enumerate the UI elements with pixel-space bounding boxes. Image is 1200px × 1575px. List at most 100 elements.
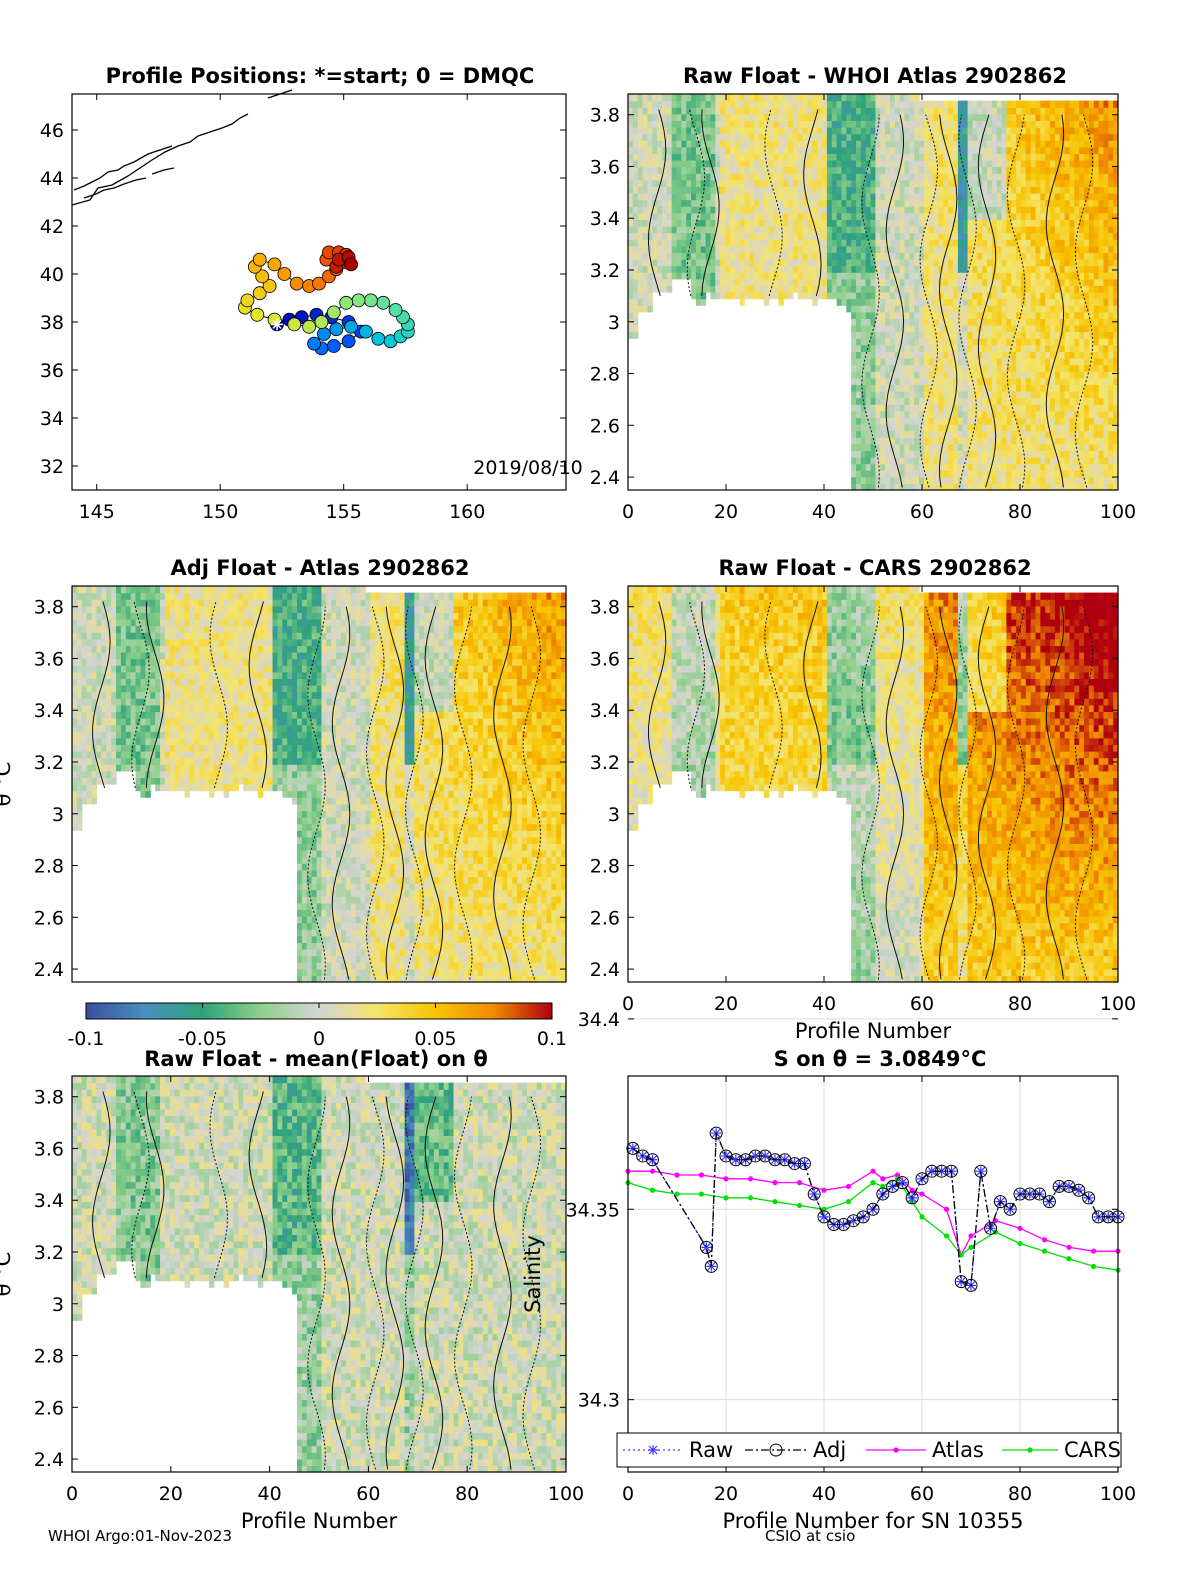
heatmap-cell <box>904 226 910 234</box>
heatmap-cell <box>967 318 974 326</box>
heatmap-cell <box>792 133 799 141</box>
heatmap-cell <box>754 239 760 247</box>
heatmap-cell <box>851 410 857 418</box>
heatmap-cell <box>725 193 731 201</box>
heatmap-cell <box>836 239 843 247</box>
heatmap-cell <box>875 226 881 234</box>
heatmap-cell <box>1108 483 1114 491</box>
heatmap-cell <box>1088 377 1095 385</box>
heatmap-cell <box>744 100 750 108</box>
heatmap-cell <box>865 483 872 491</box>
heatmap-cell <box>962 338 969 346</box>
heatmap-cell <box>977 305 983 313</box>
heatmap-cell <box>773 186 779 194</box>
heatmap-cell <box>1084 404 1090 412</box>
heatmap-cell <box>1035 232 1041 240</box>
heatmap-cell <box>919 470 925 478</box>
heatmap-cell <box>977 193 983 201</box>
heatmap-cell <box>957 252 964 260</box>
heatmap-cell <box>657 140 663 148</box>
heatmap-cell <box>1093 391 1100 399</box>
heatmap-cell <box>967 153 974 161</box>
heatmap-cell <box>1084 384 1090 392</box>
heatmap-cell <box>957 443 964 451</box>
heatmap-cell <box>1025 259 1032 267</box>
heatmap-cell <box>642 133 648 141</box>
heatmap-cell <box>846 153 852 161</box>
heatmap-cell <box>899 311 906 319</box>
heatmap-cell <box>841 113 847 121</box>
heatmap-cell <box>948 364 954 372</box>
heatmap-cell <box>880 127 886 135</box>
heatmap-cell <box>1059 470 1066 478</box>
heatmap-cell <box>788 153 794 161</box>
heatmap-cell <box>1084 457 1090 465</box>
heatmap-cell <box>1011 404 1017 412</box>
heatmap-cell <box>1050 344 1056 352</box>
heatmap-cell <box>763 226 770 234</box>
heatmap-cell <box>76 797 83 805</box>
heatmap-cell <box>681 166 687 174</box>
heatmap-cell <box>948 305 954 313</box>
heatmap-cell <box>817 113 823 121</box>
heatmap-cell <box>933 318 940 326</box>
heatmap-cell <box>885 377 891 385</box>
heatmap-cell <box>1050 278 1056 286</box>
heatmap-cell <box>996 232 1003 240</box>
heatmap-cell <box>948 107 954 115</box>
heatmap-cell <box>657 212 663 220</box>
heatmap-cell <box>1025 364 1032 372</box>
heatmap-cell <box>943 331 949 339</box>
heatmap-cell <box>991 292 998 300</box>
heatmap-cell <box>836 173 843 181</box>
heatmap-cell <box>1011 239 1017 247</box>
heatmap-cell <box>1016 325 1022 333</box>
heatmap-cell <box>691 166 697 174</box>
heatmap-cell <box>885 424 891 432</box>
heatmap-cell <box>943 377 949 385</box>
heatmap-cell <box>1074 344 1080 352</box>
heatmap-cell <box>982 417 988 425</box>
heatmap-cell <box>81 612 88 620</box>
heatmap-cell <box>1054 140 1061 148</box>
heatmap-cell <box>987 265 993 273</box>
heatmap-cell <box>1084 272 1090 280</box>
heatmap-cell <box>1084 173 1090 181</box>
heatmap-cell <box>991 358 998 366</box>
heatmap-cell <box>875 457 881 465</box>
heatmap-cell <box>1059 127 1066 135</box>
heatmap-cell <box>1059 120 1066 128</box>
heatmap-cell <box>758 285 765 293</box>
heatmap-cell <box>647 186 653 194</box>
heatmap-cell <box>1006 265 1012 273</box>
heatmap-cell <box>1006 285 1012 293</box>
heatmap-cell <box>96 770 102 778</box>
heatmap-cell <box>1069 292 1075 300</box>
heatmap-cell <box>870 377 877 385</box>
heatmap-cell <box>739 166 746 174</box>
heatmap-cell <box>758 265 765 273</box>
heatmap-cell <box>923 483 930 491</box>
heatmap-cell <box>948 100 954 108</box>
heatmap-cell <box>962 397 969 405</box>
heatmap-cell <box>1006 338 1012 346</box>
heatmap-cell <box>1103 384 1109 392</box>
heatmap-cell <box>1098 206 1105 214</box>
heatmap-cell <box>938 292 944 300</box>
heatmap-cell <box>938 457 944 465</box>
heatmap-cell <box>987 483 993 491</box>
heatmap-cell <box>1079 397 1085 405</box>
heatmap-cell <box>1006 318 1012 326</box>
heatmap-cell <box>977 173 983 181</box>
heatmap-cell <box>914 212 920 220</box>
heatmap-cell <box>1093 100 1100 108</box>
heatmap-cell <box>1040 100 1046 108</box>
heatmap-cell <box>938 186 944 194</box>
heatmap-cell <box>647 127 653 135</box>
heatmap-cell <box>1064 100 1071 108</box>
heatmap-cell <box>1050 252 1056 260</box>
heatmap-cell <box>739 120 746 128</box>
heatmap-cell <box>880 206 886 214</box>
heatmap-cell <box>72 638 78 646</box>
heatmap-cell <box>938 278 944 286</box>
